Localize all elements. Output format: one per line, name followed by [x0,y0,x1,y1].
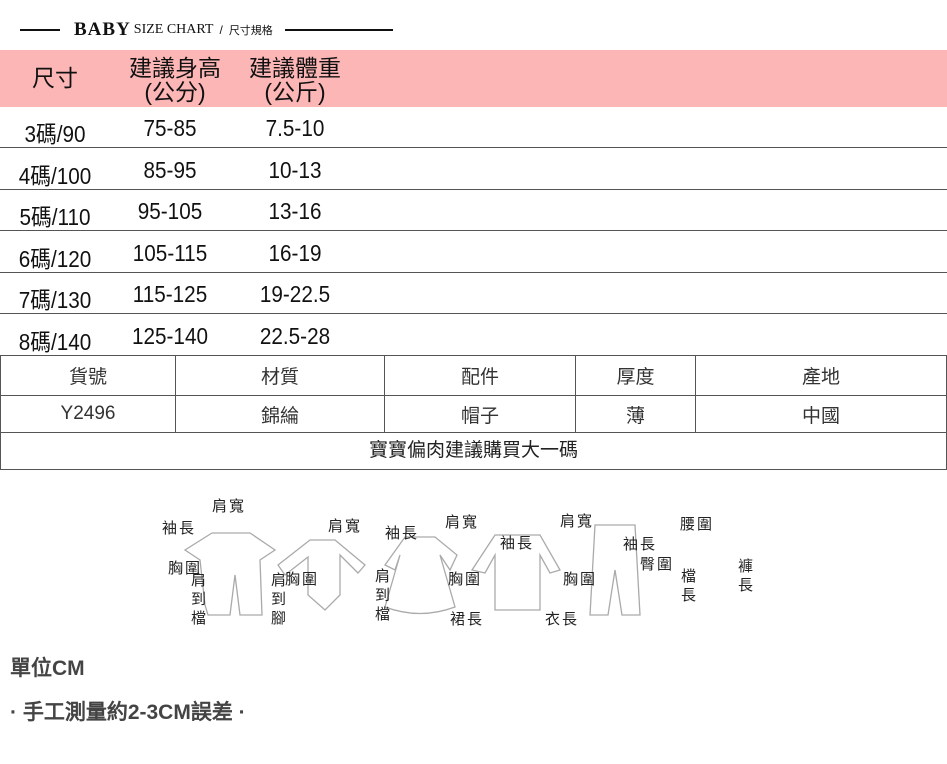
size-row: 3碼/90 75-85 7.5-10 [0,107,947,148]
header-material: 材質 [175,355,385,396]
weight-cell: 13-16 [268,198,322,224]
unit-label: 單位CM [10,657,85,680]
bodysuit-outline [277,539,366,611]
value-material: 錦綸 [175,395,385,433]
measure-label: 胸圍 [285,570,320,588]
size-cell: 8碼/140 [18,328,92,355]
weight-cell: 7.5-10 [265,115,325,141]
divider [284,29,393,31]
header-thickness: 厚度 [575,355,696,396]
size-cell: 4碼/100 [18,162,92,189]
measure-label: 胸圍 [563,570,598,588]
measure-label: 胸圍 [168,559,203,577]
value-accessory: 帽子 [384,395,576,433]
measure-label: 袖長 [500,534,535,552]
measure-label: 肩寬 [328,517,363,535]
header-height: 建議身高 (公分) [120,56,230,104]
header-accessory: 配件 [384,355,576,396]
size-cell: 5碼/110 [19,204,91,230]
size-row: 6碼/120 105-115 16-19 [0,232,947,273]
height-cell: 115-125 [132,281,208,307]
measure-label: 肩到檔 [373,568,391,625]
measure-label: 腰圍 [680,515,715,533]
header-size: 尺寸 [32,65,78,91]
height-cell: 75-85 [143,115,197,141]
size-cell: 7碼/130 [18,287,92,313]
measure-label: 胸圍 [448,570,483,588]
header-weight-label: 建議體重 [249,55,341,81]
title-zh: 尺寸規格 [228,25,273,37]
header-weight: 建議體重 (公斤) [240,56,350,104]
measure-label: 肩寬 [560,512,595,530]
measure-label: 肩到腳 [269,572,287,629]
header-origin: 產地 [695,355,947,396]
height-cell: 85-95 [143,156,197,183]
measure-label: 袖長 [385,524,420,542]
height-cell: 105-115 [132,239,208,266]
size-row: 8碼/140 125-140 22.5-28 [0,315,947,356]
size-table-header: 尺寸 建議身高 (公分) 建議體重 (公斤) [0,50,947,107]
dress-outline [384,536,458,615]
title-slash: / [219,23,223,37]
height-cell: 125-140 [132,322,208,349]
value-item-no: Y2496 [0,395,176,433]
shirt-outline [470,534,561,611]
measure-label: 裙長 [450,610,485,628]
measure-label: 褲長 [736,558,754,596]
size-cell: 6碼/120 [18,245,92,272]
pants-outline [589,524,641,616]
size-advice: 寶寶偏肉建議購買大一碼 [0,432,947,470]
measure-label: 臀圍 [640,555,675,573]
title-size-chart: SIZE CHART [133,22,214,37]
size-cell: 3碼/90 [24,121,86,147]
measure-label: 檔長 [679,568,697,606]
size-row: 5碼/110 95-105 13-16 [0,190,947,231]
header-height-label: 建議身高 [129,55,221,81]
chart-title: BABY SIZE CHART / 尺寸規格 [20,18,393,42]
size-row: 4碼/100 85-95 10-13 [0,149,947,190]
header-weight-unit: (公斤) [264,79,326,106]
measure-label: 衣長 [545,610,580,628]
measure-label: 肩寬 [212,497,247,515]
size-row: 7碼/130 115-125 19-22.5 [0,273,947,314]
weight-cell: 10-13 [268,156,322,183]
measurement-diagram: 肩寬 袖長 胸圍 肩到檔 肩到腳 肩寬 袖長 胸圍 肩到檔 肩寬 袖長 胸圍 裙長 肩寬 袖長 胸圍 衣長 腰圍臀… [150,495,770,640]
measure-label: 肩到檔 [189,572,207,629]
romper-outline [183,532,277,616]
error-note: · 手工測量約2-3CM誤差 · [10,701,246,724]
weight-cell: 19-22.5 [259,281,331,307]
measure-label: 肩寬 [445,513,480,531]
measure-label: 袖長 [162,519,197,537]
header-item-no: 貨號 [0,355,176,396]
value-thickness: 薄 [575,395,696,433]
height-cell: 95-105 [137,198,203,224]
divider [20,29,60,31]
title-baby: BABY [74,19,131,40]
measure-label: 袖長 [623,535,658,553]
product-table: 貨號 材質 配件 厚度 產地 Y2496 錦綸 帽子 薄 中國 [0,355,947,433]
weight-cell: 22.5-28 [259,322,331,349]
garment-outlines [183,524,641,616]
weight-cell: 16-19 [268,239,322,266]
header-height-unit: (公分) [144,79,206,106]
value-origin: 中國 [695,395,947,433]
